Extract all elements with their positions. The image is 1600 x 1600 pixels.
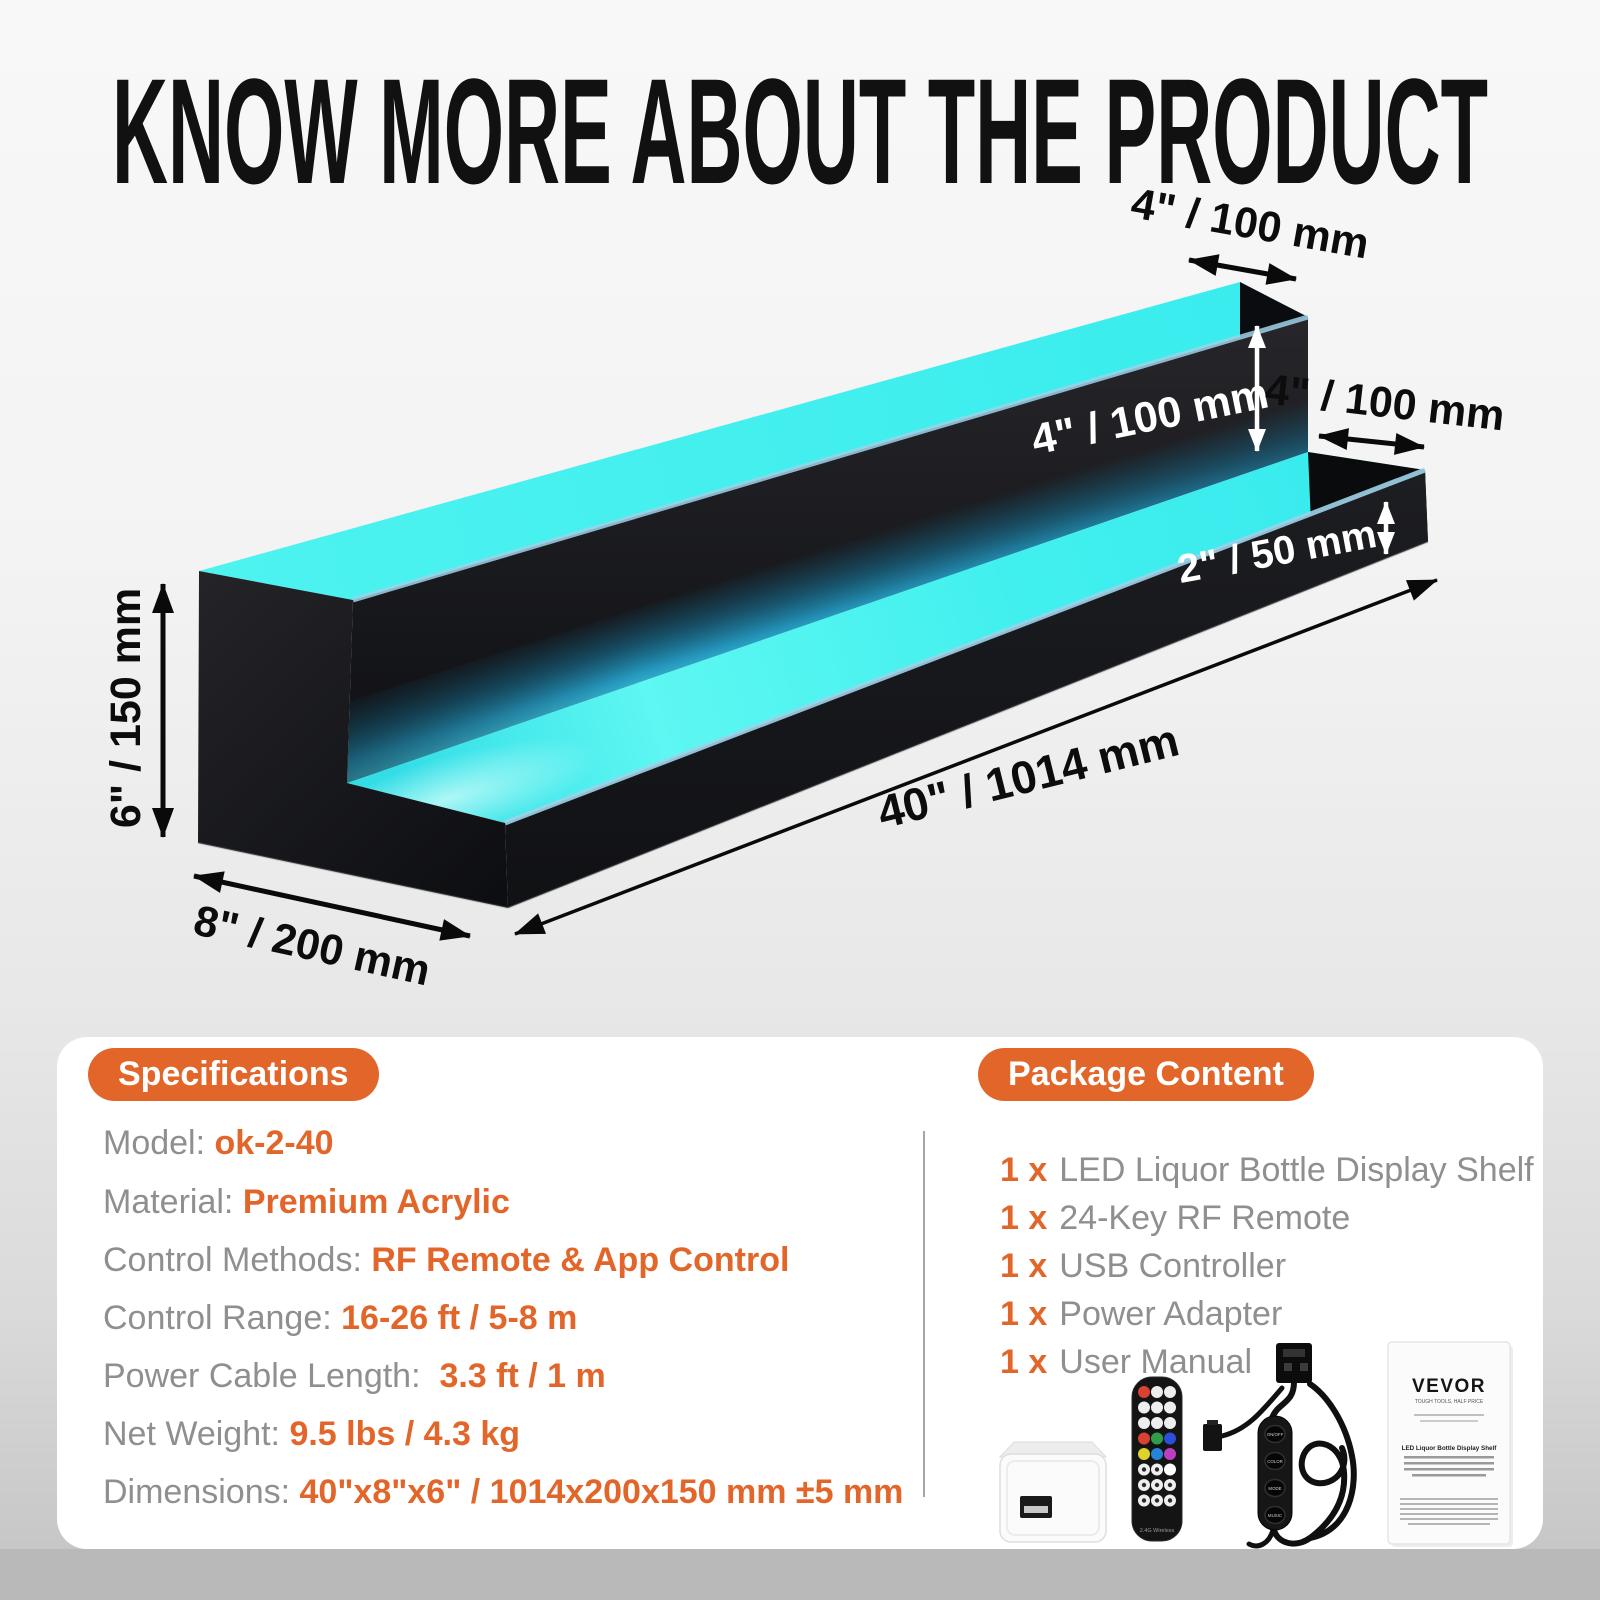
usb-controller-image: ON/OFF COLOR MODE MUSIC	[1203, 1343, 1357, 1549]
specifications-badge: Specifications	[88, 1048, 379, 1101]
item-qty: 1 x	[1000, 1343, 1048, 1381]
upper-tier-top-face	[199, 282, 1308, 600]
spec-label: Power Cable Length:	[103, 1357, 440, 1395]
item-qty: 1 x	[1000, 1247, 1048, 1285]
led-connector	[1203, 1424, 1222, 1451]
pod-button-label: COLOR	[1267, 1459, 1283, 1464]
dim-total-depth: 8" / 200 mm	[189, 871, 471, 996]
spec-value: ok-2-40	[214, 1124, 334, 1162]
spec-value: 9.5 lbs / 4.3 kg	[289, 1415, 521, 1453]
spec-value: 40"x8"x6" / 1014x200x150 mm ±5 mm	[299, 1473, 904, 1511]
pod-button-label: MODE	[1268, 1486, 1281, 1491]
spec-label: Material:	[103, 1183, 243, 1221]
remote-wireless-label: 2.4G Wireless	[1140, 1528, 1175, 1534]
spec-label: Control Methods:	[103, 1241, 372, 1279]
spec-label: Control Range:	[103, 1299, 342, 1337]
pod-button-label: ON/OFF	[1267, 1432, 1284, 1437]
spec-row-net-weight: Net Weight: 9.5 lbs / 4.3 kg	[103, 1414, 520, 1454]
svg-text:6" / 150 mm: 6" / 150 mm	[102, 588, 150, 828]
item-name: USB Controller	[1059, 1247, 1287, 1285]
remote-buttons	[1138, 1386, 1176, 1507]
item-name: Power Adapter	[1059, 1295, 1283, 1333]
column-divider	[923, 1131, 925, 1497]
package-item-remote: 1 x 24-Key RF Remote	[1000, 1198, 1350, 1238]
item-name: LED Liquor Bottle Display Shelf	[1059, 1151, 1534, 1189]
pod-button-label: MUSIC	[1268, 1513, 1282, 1518]
spec-label: Net Weight:	[103, 1415, 290, 1453]
page-title: KNOW MORE ABOUT THE PRODUCT	[112, 47, 1488, 215]
item-name: User Manual	[1059, 1343, 1253, 1381]
spec-label: Dimensions:	[103, 1473, 300, 1511]
item-qty: 1 x	[1000, 1199, 1048, 1237]
spec-row-control-methods: Control Methods: RF Remote & App Control	[103, 1240, 789, 1280]
power-adapter-image	[998, 1441, 1108, 1543]
bottom-gray-band	[0, 1549, 1600, 1600]
rf-remote-image: 2.4G Wireless	[1131, 1376, 1183, 1542]
spec-value: RF Remote & App Control	[371, 1241, 790, 1279]
package-item-shelf: 1 x LED Liquor Bottle Display Shelf	[1000, 1150, 1534, 1190]
product-diagram: KNOW MORE ABOUT THE PRODUCT 4" / 100 mm …	[102, 47, 1507, 996]
item-name: 24-Key RF Remote	[1059, 1199, 1351, 1237]
spec-label: Model:	[103, 1124, 215, 1162]
spec-row-control-range: Control Range: 16-26 ft / 5-8 m	[103, 1298, 577, 1338]
accessories-photo: 2.4G Wireless ON/OFF COLOR MODE MUSIC VE…	[998, 1341, 1513, 1549]
spec-row-dimensions: Dimensions: 40"x8"x6" / 1014x200x150 mm …	[103, 1472, 903, 1512]
package-item-usb-controller: 1 x USB Controller	[1000, 1246, 1286, 1286]
controller-pod: ON/OFF COLOR MODE MUSIC	[1257, 1415, 1293, 1531]
spec-value: 3.3 ft / 1 m	[439, 1357, 606, 1395]
info-card: Specifications Model: ok-2-40 Material: …	[57, 1037, 1543, 1549]
manual-tagline: TOUGH TOOLS, HALF PRICE	[1415, 1399, 1484, 1405]
spec-value: Premium Acrylic	[242, 1183, 510, 1221]
manual-title: LED Liquor Bottle Display Shelf	[1402, 1445, 1498, 1452]
package-content-badge: Package Content	[978, 1048, 1314, 1101]
spec-row-material: Material: Premium Acrylic	[103, 1182, 510, 1222]
item-qty: 1 x	[1000, 1295, 1048, 1333]
left-end-cap	[198, 571, 508, 908]
package-item-user-manual: 1 x User Manual	[1000, 1342, 1252, 1382]
item-qty: 1 x	[1000, 1151, 1048, 1189]
svg-text:8" / 200 mm: 8" / 200 mm	[189, 897, 434, 996]
spec-row-model: Model: ok-2-40	[103, 1123, 334, 1163]
manual-brand: VEVOR	[1412, 1376, 1486, 1397]
package-item-power-adapter: 1 x Power Adapter	[1000, 1294, 1282, 1334]
spec-value: 16-26 ft / 5-8 m	[341, 1299, 578, 1337]
user-manual-image: VEVOR TOUGH TOOLS, HALF PRICE LED Liquor…	[1387, 1341, 1513, 1547]
spec-row-cable-length: Power Cable Length: 3.3 ft / 1 m	[103, 1356, 606, 1396]
dim-total-height: 6" / 150 mm	[102, 583, 174, 838]
